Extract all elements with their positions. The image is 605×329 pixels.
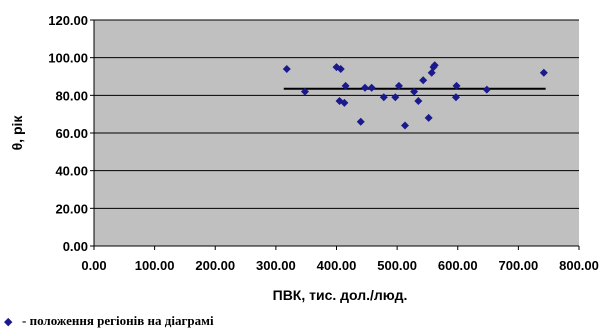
data-point	[340, 98, 349, 107]
data-point	[360, 83, 369, 92]
data-point	[341, 81, 350, 90]
data-point	[401, 121, 410, 130]
x-tick-label: 600.00	[438, 258, 478, 273]
y-tick-label: 0.00	[63, 239, 88, 254]
data-point	[430, 61, 439, 70]
data-point	[391, 93, 400, 102]
data-point	[336, 64, 345, 73]
data-point	[367, 83, 376, 92]
y-tick-labels: 0.00 20.00 40.00 60.00 80.00 100.00 120.00	[48, 13, 94, 254]
x-tick-labels: 0.00 100.00 200.00 300.00 400.00 500.00 600.00…	[81, 246, 599, 273]
x-tick-label: 700.00	[498, 258, 538, 273]
legend-marker-icon: ◆	[4, 316, 13, 328]
x-tick-label: 300.00	[256, 258, 296, 273]
y-tick-label: 120.00	[48, 13, 88, 28]
data-point	[282, 64, 291, 73]
x-tick-label: 800.00	[559, 258, 599, 273]
legend-label: - положення регіонів на діаграмі	[22, 313, 214, 328]
data-point	[452, 81, 461, 90]
x-axis-title: ПВК, тис. дол./люд.	[273, 287, 408, 303]
y-tick-label: 20.00	[55, 201, 88, 216]
data-point	[414, 96, 423, 105]
data-point	[300, 87, 309, 96]
y-tick-label: 80.00	[55, 88, 88, 103]
x-tick-label: 400.00	[317, 258, 357, 273]
gridlines	[94, 19, 579, 209]
data-point	[379, 93, 388, 102]
data-point	[482, 85, 491, 94]
y-axis-title: θ, рік	[9, 115, 25, 151]
x-tick-label: 200.00	[195, 258, 235, 273]
y-tick-label: 40.00	[55, 164, 88, 179]
data-point	[356, 117, 365, 126]
data-point	[394, 81, 403, 90]
y-tick-label: 60.00	[55, 126, 88, 141]
x-tick-label: 0.00	[81, 258, 106, 273]
data-point	[419, 76, 428, 85]
x-tick-label: 500.00	[377, 258, 417, 273]
data-point	[424, 113, 433, 122]
data-point	[451, 93, 460, 102]
data-points	[282, 61, 548, 130]
x-tick-label: 100.00	[135, 258, 175, 273]
y-tick-label: 100.00	[48, 51, 88, 66]
data-point	[410, 87, 419, 96]
data-point	[539, 68, 548, 77]
